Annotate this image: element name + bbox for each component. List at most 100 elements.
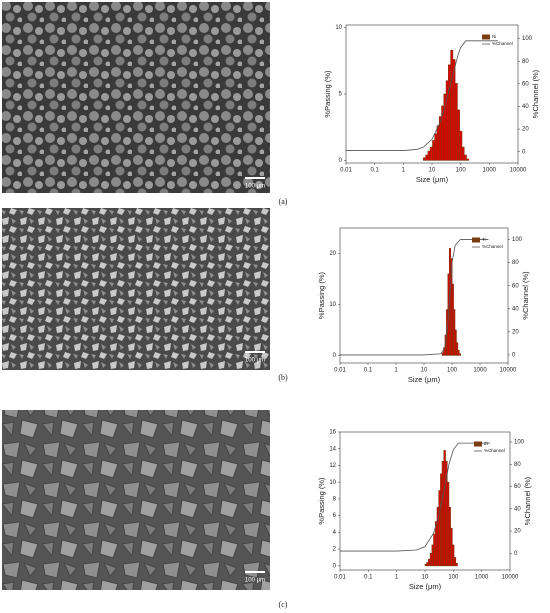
bar — [427, 150, 431, 161]
x-tick-label: 100 — [448, 575, 459, 581]
bar — [425, 154, 429, 161]
y-tick-label: 5 — [339, 92, 343, 98]
y2-tick-label: 20 — [512, 329, 519, 335]
plot-frame — [345, 24, 519, 164]
bar — [436, 125, 440, 161]
scale-label: 100 μm — [245, 358, 265, 364]
y-tick-label: 6 — [333, 513, 337, 519]
bar — [445, 80, 449, 161]
x-tick-label: 1 — [394, 368, 398, 374]
y2-tick-label: 60 — [512, 283, 519, 289]
y-tick-label: 16 — [329, 430, 336, 436]
sem-image — [2, 410, 270, 590]
bar — [466, 158, 470, 161]
x-tick-label: 1 — [402, 168, 406, 174]
y2-tick-label: 40 — [512, 306, 519, 312]
y2-tick-label: 40 — [522, 104, 529, 110]
plot-frame — [339, 431, 511, 571]
legend-label: %Channel — [482, 244, 503, 249]
x-tick-label: 0.01 — [340, 168, 352, 174]
bar — [452, 544, 455, 567]
cumulative-line — [340, 239, 489, 356]
y-tick-label: 10 — [329, 302, 336, 308]
bar — [454, 83, 458, 161]
y2-tick-label: 60 — [522, 81, 529, 87]
y2-tick-label: 40 — [514, 506, 521, 512]
y2-tick-label: 100 — [522, 36, 533, 42]
y2-axis-title: %Channel (%) — [523, 476, 532, 525]
y-tick-label: 4 — [333, 530, 337, 536]
legend-swatch — [472, 237, 480, 243]
bar — [423, 157, 426, 161]
bar — [459, 130, 463, 161]
legend-label: %Channel — [492, 41, 513, 46]
x-tick-label: 10000 — [502, 575, 519, 581]
sem-image — [2, 208, 270, 370]
x-tick-label: 10 — [422, 575, 429, 581]
cumulative-line — [340, 442, 491, 552]
x-tick-label: 0.1 — [370, 168, 379, 174]
y-tick-label: 10 — [335, 25, 342, 31]
bar — [429, 146, 433, 161]
x-tick-label: 0.1 — [364, 368, 373, 374]
panel-label: (c) — [279, 600, 288, 609]
y2-tick-label: 80 — [514, 462, 521, 468]
bar — [447, 64, 451, 161]
x-tick-label: 0.01 — [334, 575, 346, 581]
bar — [458, 353, 462, 356]
plot-frame — [339, 227, 509, 364]
panel-label: (a) — [279, 197, 288, 206]
bar — [432, 140, 435, 161]
y2-tick-label: 80 — [522, 59, 529, 65]
bar — [463, 154, 467, 161]
x-axis-title: Size (μm) — [416, 175, 449, 184]
x-tick-label: 100 — [456, 168, 467, 174]
y-tick-label: 0 — [333, 563, 337, 569]
cumulative-line — [346, 40, 498, 151]
bar — [434, 133, 438, 161]
y-tick-label: 0 — [339, 158, 343, 164]
y2-tick-label: 80 — [512, 260, 519, 266]
x-tick-label: 10000 — [500, 368, 517, 374]
bar — [457, 109, 460, 161]
legend-label: Ti — [482, 237, 486, 242]
sem-image — [2, 2, 270, 193]
bar — [455, 563, 458, 567]
x-tick-label: 0.01 — [334, 368, 346, 374]
legend-label: %Channel — [484, 448, 505, 453]
bar — [456, 342, 459, 356]
y2-tick-label: 0 — [512, 353, 516, 359]
x-tick-label: 10 — [429, 168, 436, 174]
x-tick-label: 100 — [447, 368, 458, 374]
y-tick-label: 14 — [329, 446, 336, 452]
bar — [461, 146, 465, 161]
y-tick-label: 12 — [329, 463, 336, 469]
y-axis-title: %Passing (%) — [317, 271, 326, 319]
x-axis-title: Size (μm) — [409, 582, 442, 591]
bar — [457, 349, 460, 356]
legend-swatch — [482, 34, 490, 40]
x-tick-label: 1000 — [475, 575, 489, 581]
x-tick-label: 10000 — [510, 168, 527, 174]
scale-label: 100 μm — [245, 184, 265, 190]
y2-tick-label: 100 — [514, 440, 525, 446]
y-axis-title: %Passing (%) — [323, 70, 332, 118]
y-tick-label: 0 — [333, 353, 337, 359]
y-tick-label: 2 — [333, 547, 337, 553]
x-tick-label: 1000 — [483, 168, 497, 174]
x-tick-label: 0.1 — [364, 575, 373, 581]
y2-tick-label: 60 — [514, 484, 521, 490]
scale-label: 100 μm — [245, 578, 265, 584]
y2-tick-label: 100 — [512, 237, 523, 243]
y2-tick-label: 0 — [522, 149, 526, 155]
y2-axis-title: %Channel (%) — [531, 69, 540, 118]
y2-tick-label: 0 — [514, 551, 518, 557]
y2-tick-label: 20 — [522, 127, 529, 133]
y-tick-label: 8 — [333, 496, 337, 502]
legend-label: Zr — [484, 441, 489, 446]
bar — [453, 557, 457, 567]
y2-tick-label: 20 — [514, 529, 521, 535]
x-axis-title: Size (μm) — [408, 375, 441, 384]
y2-axis-title: %Channel (%) — [521, 271, 530, 320]
legend-swatch — [474, 441, 482, 447]
